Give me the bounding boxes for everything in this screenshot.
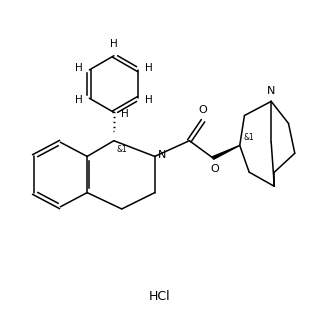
Text: HCl: HCl xyxy=(149,290,170,303)
Text: H: H xyxy=(145,95,153,105)
Text: H: H xyxy=(145,63,153,73)
Text: H: H xyxy=(75,63,82,73)
Text: &1: &1 xyxy=(116,145,127,155)
Text: O: O xyxy=(210,164,219,174)
Text: H: H xyxy=(110,39,118,49)
Text: &1: &1 xyxy=(243,133,254,142)
Polygon shape xyxy=(212,145,240,159)
Text: O: O xyxy=(198,105,207,115)
Text: N: N xyxy=(267,86,275,96)
Text: N: N xyxy=(158,150,166,160)
Text: H: H xyxy=(75,95,82,105)
Text: H: H xyxy=(121,109,129,119)
